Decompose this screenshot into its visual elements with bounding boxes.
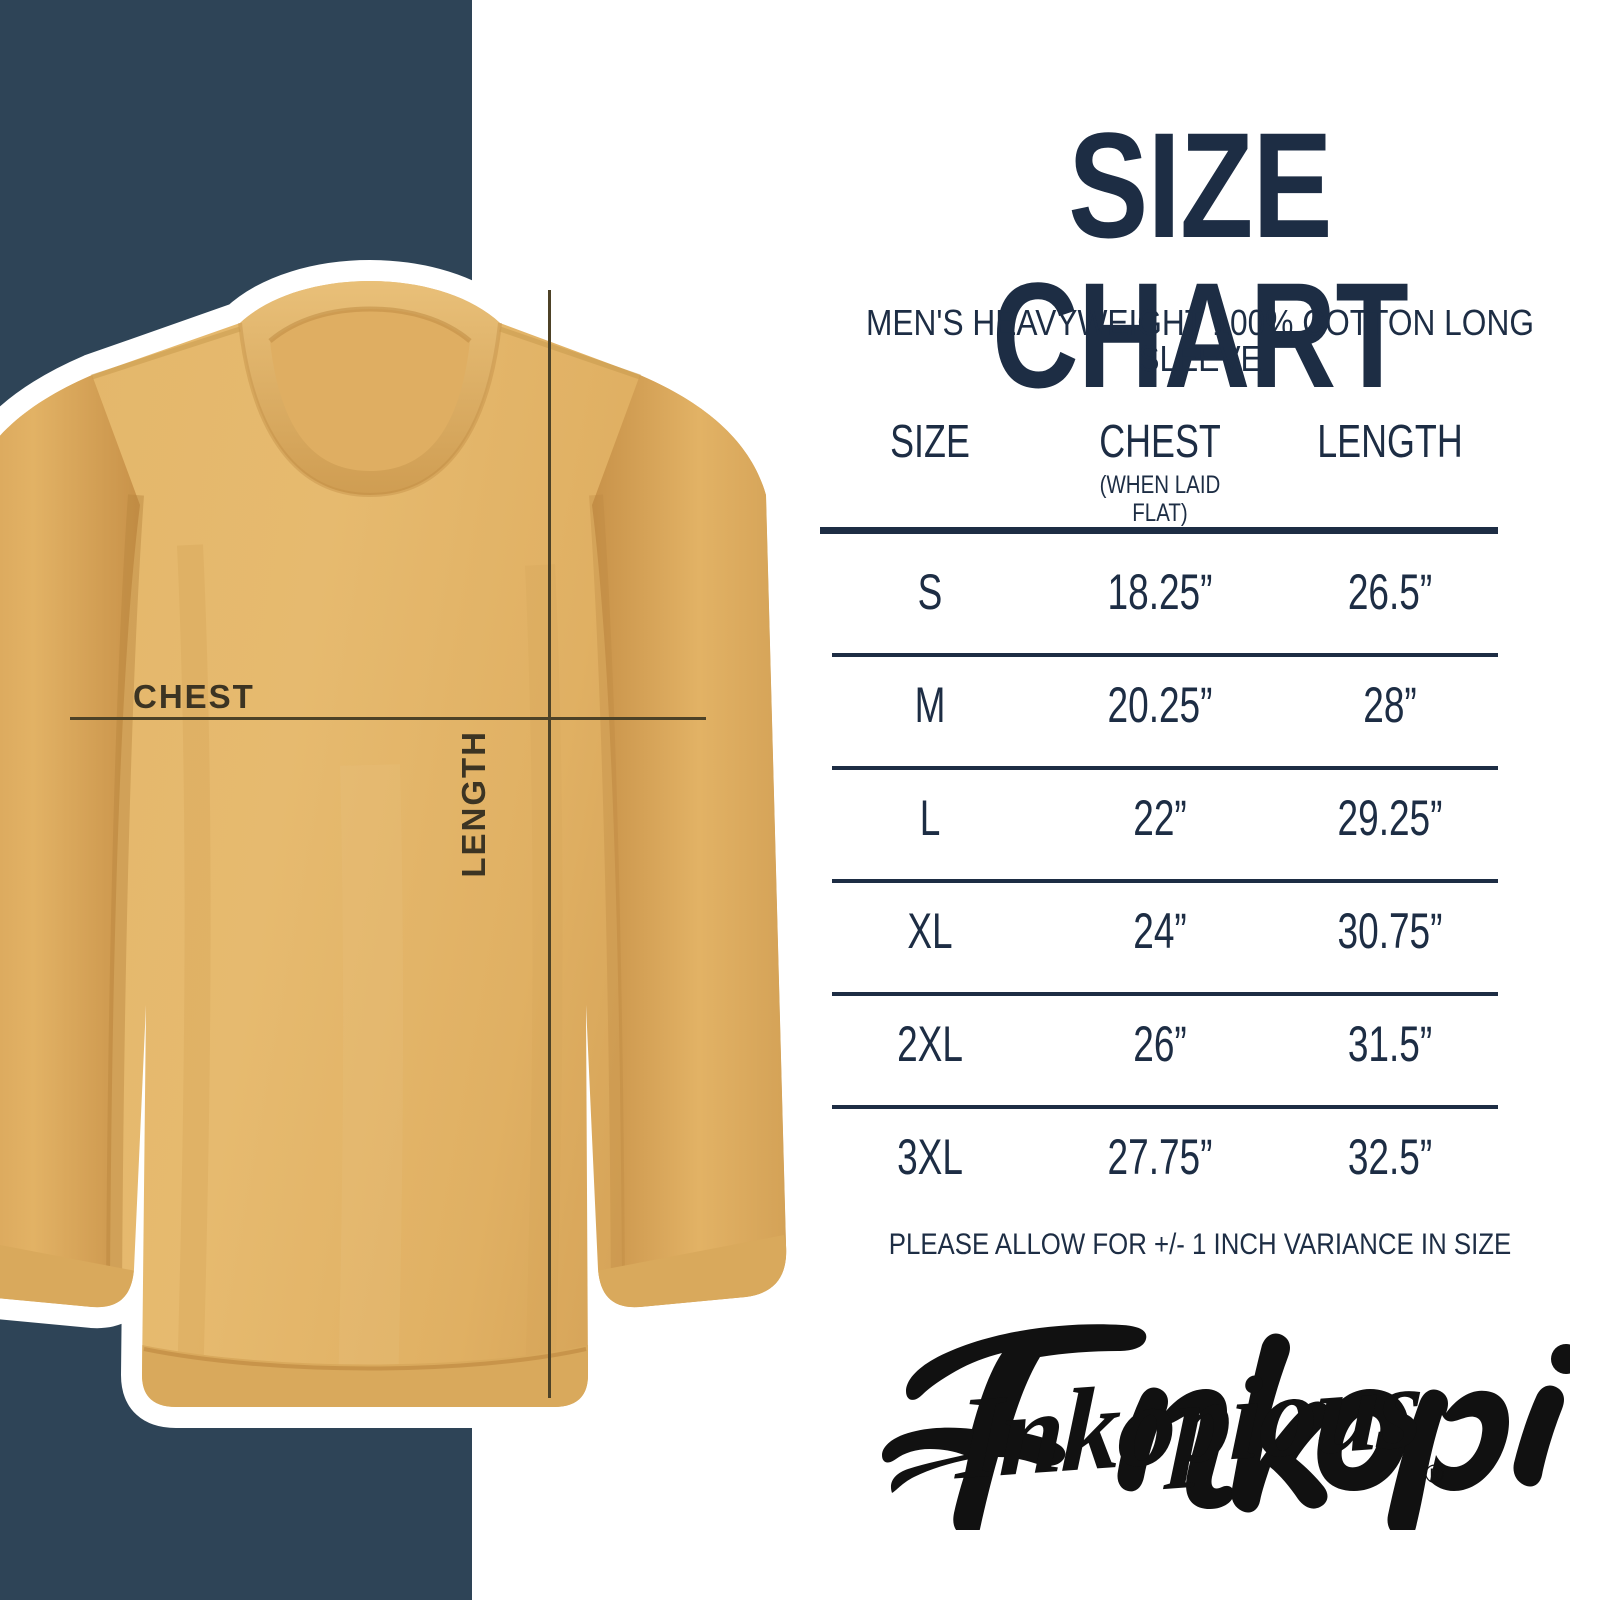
chest-measure-line (70, 717, 706, 720)
cell-size: XL (907, 903, 953, 959)
table-body: S 18.25” 26.5” M 20.25” 28” L 22” 29.25”… (810, 540, 1510, 1218)
cell-chest: 24” (1133, 903, 1187, 959)
chest-header-note: (WHEN LAID FLAT) (1099, 471, 1221, 527)
brand-name: Inkopious (954, 1339, 1423, 1505)
right-sleeve (592, 375, 787, 1307)
cell-length: 32.5” (1347, 1129, 1433, 1185)
variance-footnote: PLEASE ALLOW FOR +/- 1 INCH VARIANCE IN … (888, 1228, 1512, 1261)
cell-size: L (919, 790, 941, 846)
column-header-size: SIZE (890, 415, 970, 467)
cell-length: 29.25” (1337, 790, 1443, 846)
shirt-collar (238, 281, 502, 498)
right-cuff (596, 1235, 787, 1308)
column-header-chest: CHEST (1099, 415, 1221, 467)
table-row: 2XL 26” 31.5” (810, 992, 1510, 1105)
page-title: SIZE CHART (992, 101, 1409, 419)
table-row: 3XL 27.75” 32.5” (810, 1105, 1510, 1218)
table-row: S 18.25” 26.5” (810, 540, 1510, 653)
measurement-overlay: CHEST LENGTH (70, 290, 706, 1398)
long-sleeve-shirt-icon (0, 260, 800, 1428)
table-row: L 22” 29.25” (810, 766, 1510, 879)
cell-length: 31.5” (1347, 1016, 1433, 1072)
size-chart-panel: SIZE CHART MEN'S HEAVYWEIGHT 100% COTTON… (800, 0, 1600, 1600)
shirt-illustration (0, 245, 800, 1455)
cell-chest: 22” (1133, 790, 1187, 846)
cell-size: 3XL (897, 1129, 963, 1185)
column-header-length: LENGTH (1317, 415, 1463, 467)
cell-chest: 18.25” (1107, 564, 1213, 620)
product-image-panel: CHEST LENGTH (0, 0, 800, 1600)
cell-size: S (917, 564, 943, 620)
left-cuff (0, 1235, 136, 1308)
left-sleeve (0, 375, 140, 1307)
table-row: M 20.25” 28” (810, 653, 1510, 766)
cell-length: 30.75” (1337, 903, 1443, 959)
table-header-row: SIZE CHEST LENGTH (810, 415, 1510, 470)
cell-size: M (914, 677, 946, 733)
cell-size: 2XL (897, 1016, 963, 1072)
cell-chest: 26” (1133, 1016, 1187, 1072)
brand-trademark: ® (1424, 1459, 1445, 1489)
chest-measure-label: CHEST (133, 678, 255, 715)
length-measure-line (548, 290, 551, 1398)
brand-logo: Inkopious ® (830, 1315, 1581, 1539)
inkopious-wordmark-icon (882, 1324, 1581, 1539)
size-table: SIZE CHEST LENGTH (WHEN LAID FLAT) S 18.… (810, 415, 1510, 1185)
cell-length: 26.5” (1347, 564, 1433, 620)
cell-chest: 20.25” (1107, 677, 1213, 733)
cell-length: 28” (1363, 677, 1417, 733)
table-header-rule (820, 527, 1498, 534)
page-subtitle: MEN'S HEAVYWEIGHT 100% COTTON LONG SLEEV… (866, 302, 1534, 379)
length-measure-label: LENGTH (455, 730, 492, 878)
shirt-hem (142, 1345, 588, 1407)
table-row: XL 24” 30.75” (810, 879, 1510, 992)
cell-chest: 27.75” (1107, 1129, 1213, 1185)
